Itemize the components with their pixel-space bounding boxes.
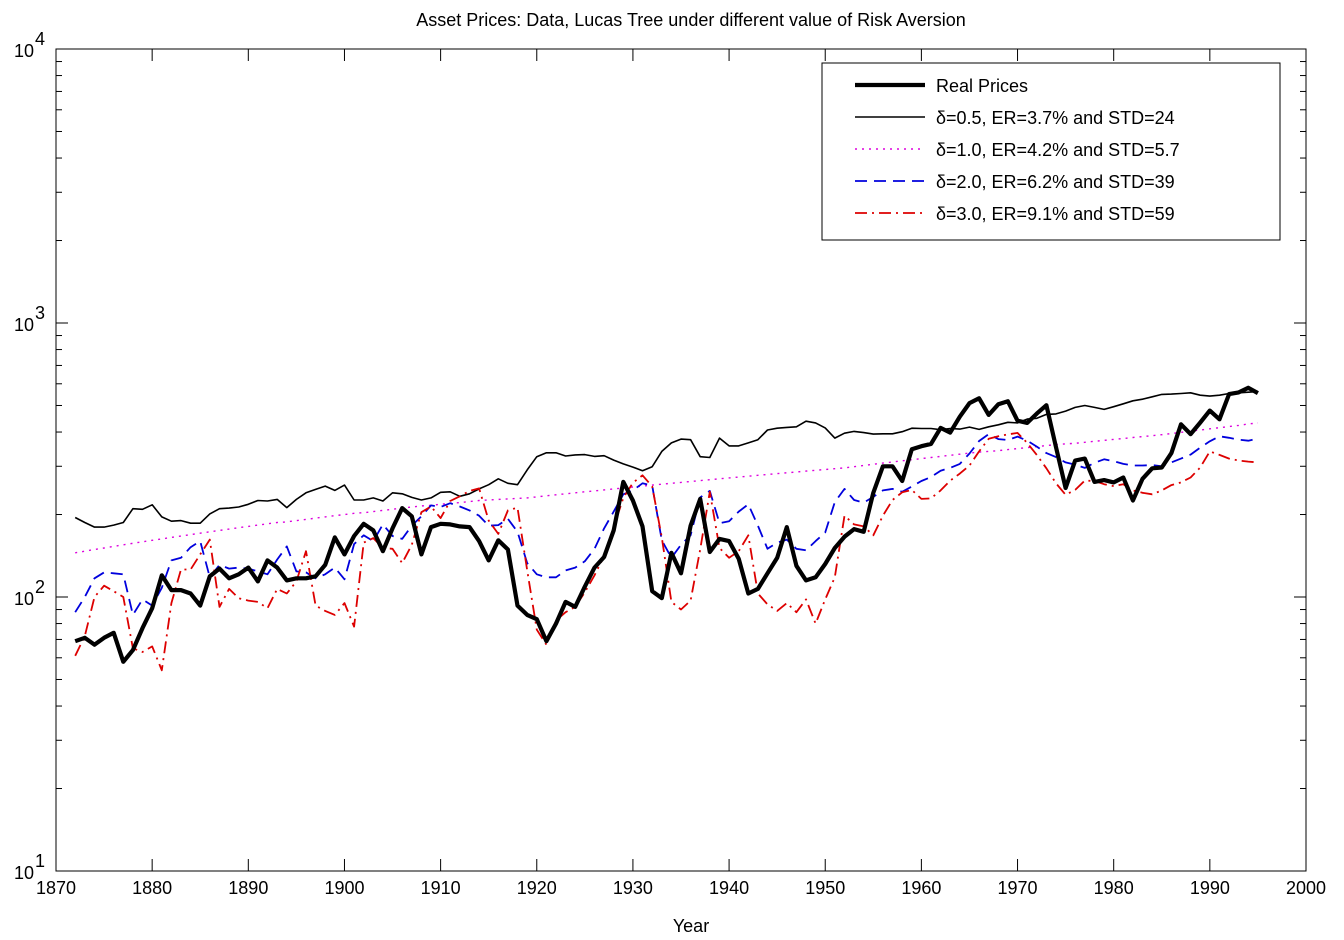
legend-label: δ=1.0, ER=4.2% and STD=5.7 xyxy=(936,140,1180,160)
x-tick-label: 1920 xyxy=(517,878,557,898)
legend-box xyxy=(821,62,1281,241)
x-tick-label: 1870 xyxy=(36,878,76,898)
y-tick-label-exponent: 2 xyxy=(35,577,45,597)
x-tick-label: 1950 xyxy=(805,878,845,898)
x-tick-label: 1960 xyxy=(901,878,941,898)
plot-area xyxy=(55,48,1307,872)
x-tick-label: 1930 xyxy=(613,878,653,898)
series-line-4 xyxy=(74,431,1258,672)
y-tick-label-exponent: 4 xyxy=(35,29,45,49)
chart-title: Asset Prices: Data, Lucas Tree under dif… xyxy=(416,10,966,30)
x-tick-label: 1980 xyxy=(1094,878,1134,898)
x-tick-label: 1900 xyxy=(324,878,364,898)
x-tick-label: 1990 xyxy=(1190,878,1230,898)
x-tick-label: 1910 xyxy=(421,878,461,898)
legend-label: δ=0.5, ER=3.7% and STD=24 xyxy=(936,108,1175,128)
y-tick-label: 10 xyxy=(14,589,34,609)
x-tick-label: 1890 xyxy=(228,878,268,898)
x-tick-label: 1940 xyxy=(709,878,749,898)
legend-label: δ=2.0, ER=6.2% and STD=39 xyxy=(936,172,1175,192)
series-line-1 xyxy=(74,390,1258,528)
y-tick-label: 10 xyxy=(14,315,34,335)
plot-frame xyxy=(55,48,1307,872)
x-axis-label: Year xyxy=(673,916,709,936)
y-tick-label-exponent: 1 xyxy=(35,851,45,871)
y-tick-label: 10 xyxy=(14,863,34,883)
legend-label: δ=3.0, ER=9.1% and STD=59 xyxy=(936,204,1175,224)
series-line-0 xyxy=(74,385,1259,664)
series-lines xyxy=(74,385,1259,672)
x-tick-label: 1970 xyxy=(998,878,1038,898)
x-axis: 1870 1880 1890 1900 1910 1920 1930 1940 1950 1960… xyxy=(36,49,1326,898)
y-tick-label-exponent: 3 xyxy=(35,303,45,323)
legend-label: Real Prices xyxy=(936,76,1028,96)
y-tick-label: 10 xyxy=(14,41,34,61)
series-line-3 xyxy=(74,433,1259,616)
legend: Real Prices δ=0.5, ER=3.7% and STD=24 δ=1.… xyxy=(821,62,1281,241)
x-tick-label: 2000 xyxy=(1286,878,1326,898)
x-tick-label: 1880 xyxy=(132,878,172,898)
series-line-2 xyxy=(75,422,1258,554)
